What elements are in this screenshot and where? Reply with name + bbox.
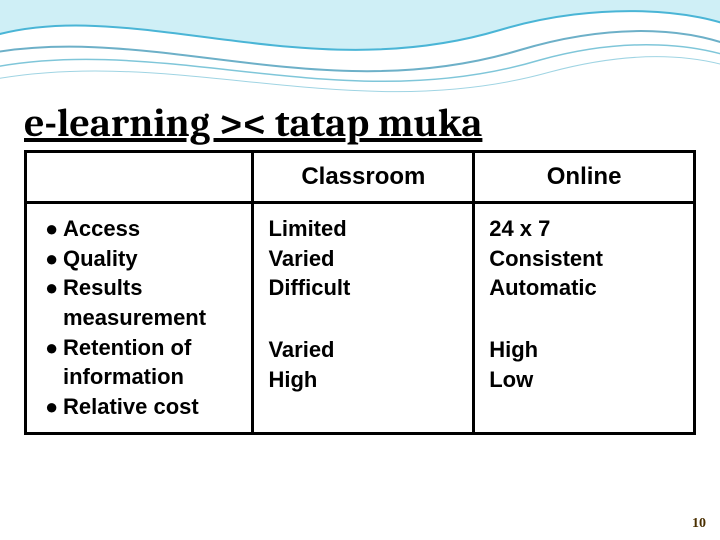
table-body-row: Access Quality Results measurement Reten… [26,203,695,434]
classroom-value: Varied [268,335,458,365]
classroom-value: Difficult [268,273,458,303]
online-value: Low [489,365,679,395]
header-classroom: Classroom [253,152,474,203]
criteria-item: Relative cost [45,392,237,422]
classroom-value: Varied [268,244,458,274]
table-header-row: Classroom Online [26,152,695,203]
value-spacer [268,303,458,335]
criteria-item: Retention of information [45,333,237,392]
online-value: Consistent [489,244,679,274]
criteria-list: Access Quality Results measurement Reten… [41,214,237,422]
header-blank [26,152,253,203]
classroom-value: Limited [268,214,458,244]
criteria-item: Quality [45,244,237,274]
value-spacer [489,303,679,335]
slide-number: 10 [692,516,706,532]
slide-title: e-learning >< tatap muka [24,100,696,146]
comparison-table: Classroom Online Access Quality Results … [24,150,696,435]
classroom-value: High [268,365,458,395]
online-value: 24 x 7 [489,214,679,244]
criteria-item: Results measurement [45,273,237,332]
criteria-cell: Access Quality Results measurement Reten… [26,203,253,434]
online-value: High [489,335,679,365]
header-online: Online [474,152,695,203]
criteria-item: Access [45,214,237,244]
online-cell: 24 x 7 Consistent Automatic High Low [474,203,695,434]
classroom-cell: Limited Varied Difficult Varied High [253,203,474,434]
online-value: Automatic [489,273,679,303]
